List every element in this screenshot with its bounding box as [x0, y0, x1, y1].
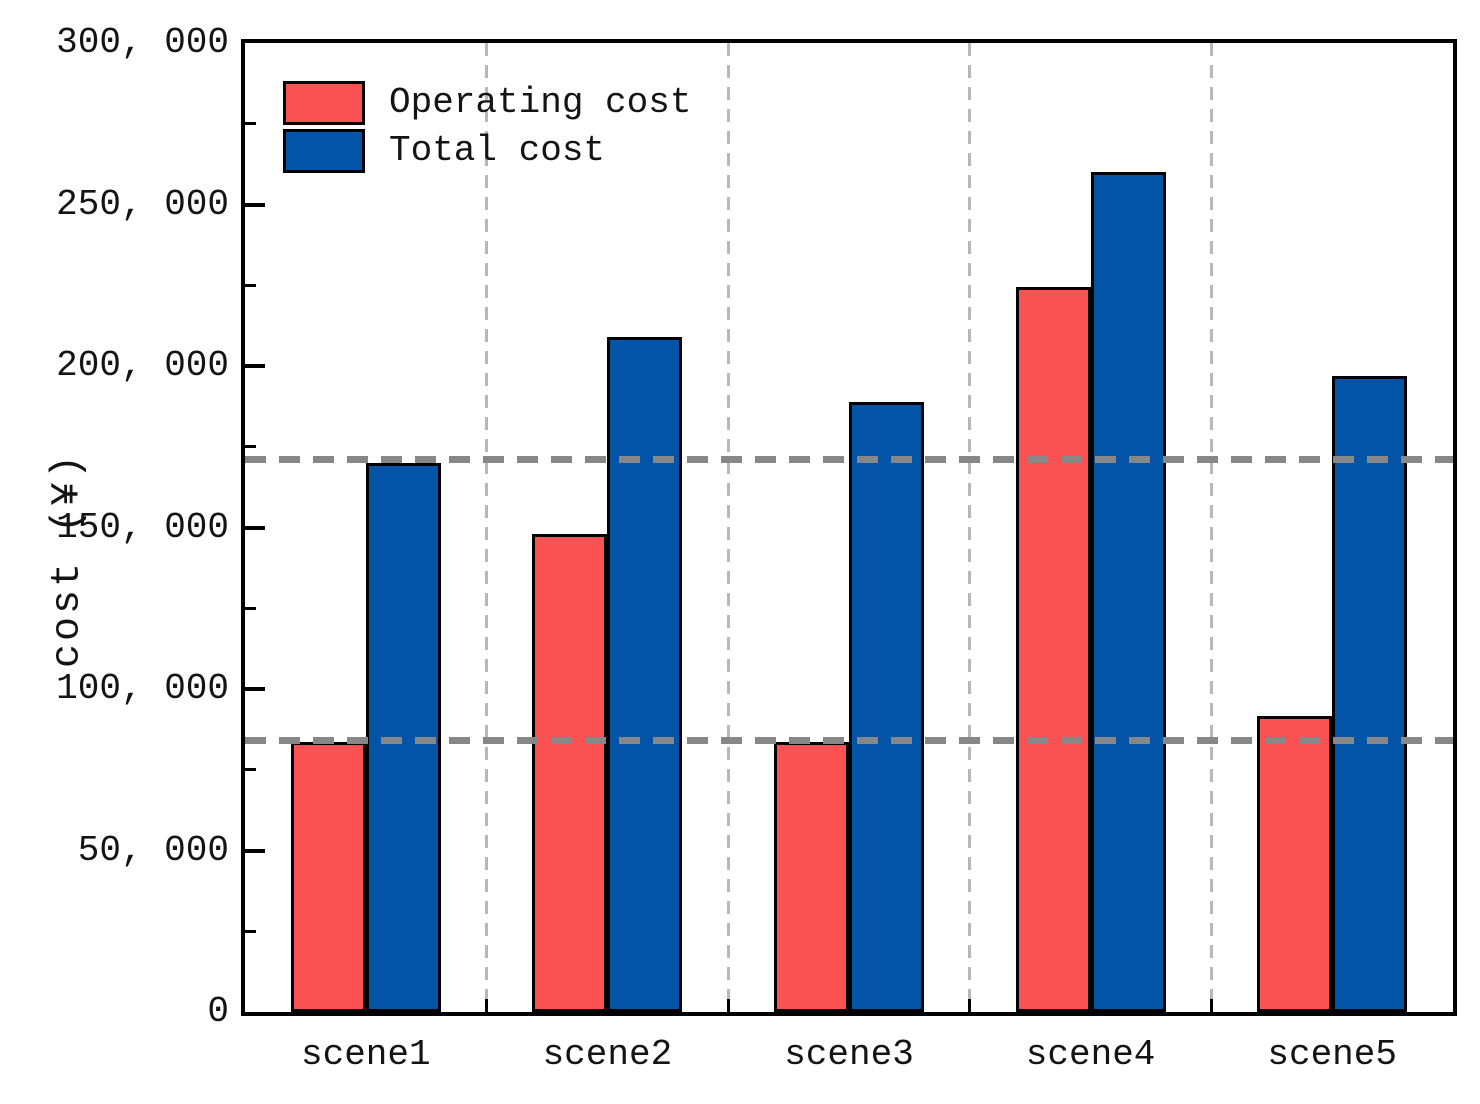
y-axis-major-tick — [245, 525, 265, 530]
x-tick-label: scene2 — [542, 1034, 673, 1075]
bar-total-cost — [607, 336, 683, 1012]
bar-total-cost — [1332, 375, 1408, 1012]
bar-operating-cost — [532, 533, 608, 1012]
y-axis-minor-tick — [245, 606, 256, 610]
y-axis-minor-tick — [245, 122, 256, 126]
x-axis-boundary-tick — [485, 999, 489, 1012]
legend: Operating cost Total cost — [283, 81, 691, 173]
vertical-gridline — [485, 43, 489, 1012]
y-tick-label: 250, 000 — [56, 183, 229, 225]
legend-swatch-operating-cost — [283, 81, 365, 125]
x-tick-label: scene5 — [1267, 1034, 1397, 1075]
legend-label-total-cost: Total cost — [389, 130, 606, 171]
bar-operating-cost — [774, 742, 849, 1012]
y-tick-label: 0 — [207, 991, 229, 1032]
legend-label-operating-cost: Operating cost — [389, 82, 692, 123]
x-axis-boundary-tick — [1209, 999, 1213, 1012]
bar-total-cost — [849, 401, 924, 1012]
x-tick-label: scene1 — [300, 1034, 431, 1075]
y-axis-minor-tick — [245, 445, 256, 449]
y-tick-label: 200, 000 — [56, 345, 229, 386]
legend-item-total-cost: Total cost — [283, 129, 691, 173]
y-axis-major-tick — [245, 364, 265, 368]
x-tick-label: scene4 — [1025, 1034, 1156, 1075]
x-axis-boundary-tick — [726, 999, 730, 1012]
x-axis-boundary-tick — [968, 999, 972, 1012]
bar-total-cost — [1090, 172, 1166, 1012]
vertical-gridline — [1209, 43, 1213, 1012]
reference-line — [245, 456, 1453, 464]
y-axis-minor-tick — [245, 768, 256, 772]
reference-line — [245, 737, 1453, 745]
plot-inner: Operating cost Total cost — [245, 43, 1453, 1012]
y-tick-label: 50, 000 — [77, 829, 229, 871]
legend-item-operating-cost: Operating cost — [283, 81, 691, 125]
x-tick-label: scene3 — [784, 1034, 914, 1075]
y-tick-label: 100, 000 — [56, 668, 229, 709]
y-axis-title: cost (¥) — [45, 451, 91, 669]
y-tick-label: 300, 000 — [56, 22, 229, 63]
bar-operating-cost — [290, 742, 366, 1012]
plot-area: Operating cost Total cost — [241, 39, 1457, 1016]
bar-operating-cost — [1257, 716, 1333, 1012]
vertical-gridline — [726, 43, 730, 1012]
vertical-gridline — [968, 43, 972, 1012]
y-axis-minor-tick — [245, 929, 256, 933]
y-axis-major-tick — [245, 687, 265, 691]
legend-swatch-total-cost — [283, 129, 365, 173]
y-tick-label: 150, 000 — [56, 506, 229, 548]
y-axis-major-tick — [245, 848, 265, 853]
bar-operating-cost — [1015, 286, 1091, 1012]
y-axis-minor-tick — [245, 283, 256, 287]
y-axis-major-tick — [245, 202, 265, 207]
